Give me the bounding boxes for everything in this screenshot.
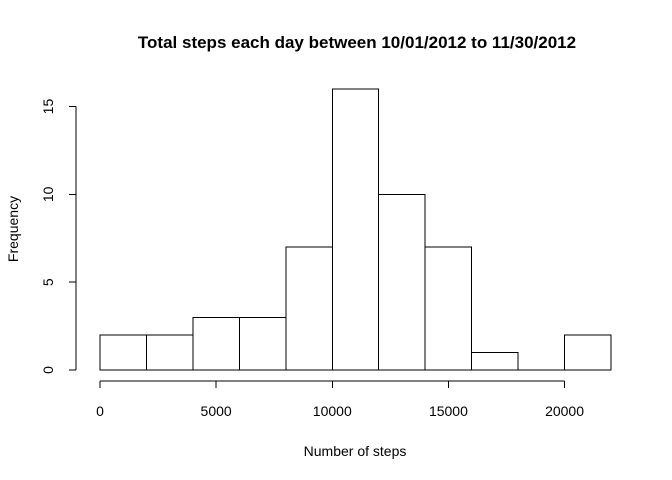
histogram-bar-10 <box>564 334 612 371</box>
x-axis-label: Number of steps <box>304 443 407 459</box>
y-tick-label: 10 <box>40 186 56 202</box>
histogram-bar-0 <box>99 334 147 371</box>
histogram-bar-2 <box>192 316 240 371</box>
histogram-bar-1 <box>145 334 194 371</box>
x-axis: 0 5000 10000 15000 20000 <box>96 380 584 419</box>
x-tick-label: 0 <box>96 403 104 419</box>
histogram-bar-7 <box>424 246 473 371</box>
y-tick-label: 15 <box>40 99 56 115</box>
x-tick-label: 5000 <box>201 403 232 419</box>
chart-title: Total steps each day between 10/01/2012 … <box>138 33 576 52</box>
y-axis-label: Frequency <box>5 196 21 262</box>
y-tick-label: 5 <box>40 278 56 286</box>
bars-group <box>99 88 612 371</box>
histogram-bar-4 <box>285 246 333 371</box>
histogram-bar-5 <box>331 88 380 371</box>
histogram-bar-6 <box>378 193 426 371</box>
x-tick-label: 15000 <box>429 403 468 419</box>
x-tick-label: 10000 <box>313 403 352 419</box>
y-axis: 0 5 10 15 <box>40 99 77 374</box>
y-tick-label: 0 <box>40 366 56 374</box>
histogram-bar-8 <box>471 351 519 371</box>
x-tick-label: 20000 <box>545 403 584 419</box>
histogram-bar-3 <box>238 316 287 371</box>
